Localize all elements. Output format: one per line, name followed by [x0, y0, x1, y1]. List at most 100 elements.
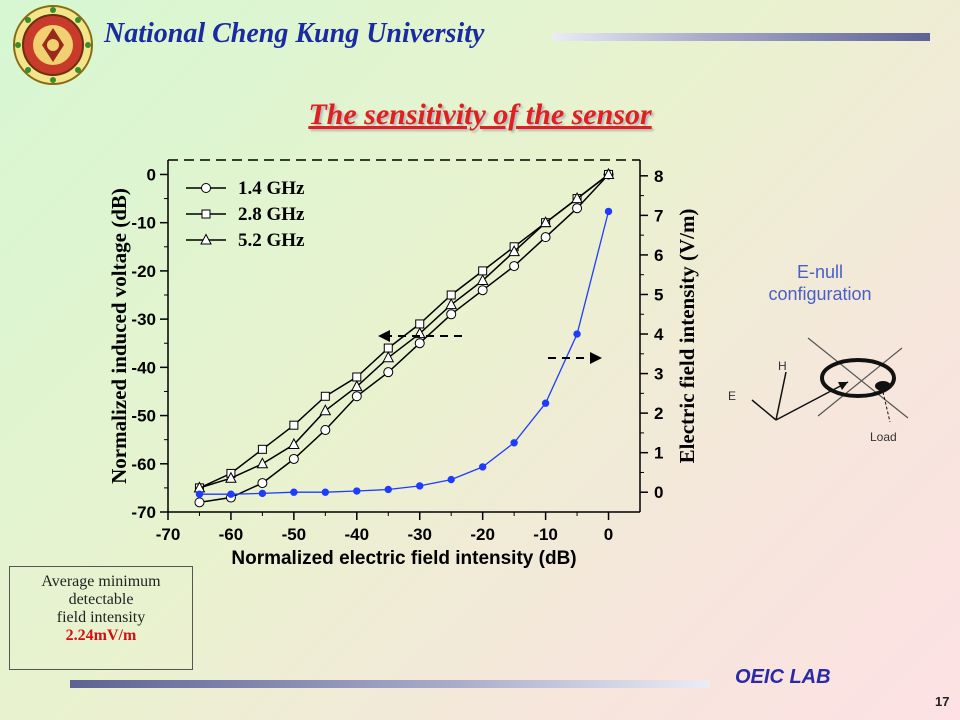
data-point-circle: [194, 497, 205, 508]
data-point-filled: [384, 485, 392, 494]
loop-antenna: [820, 358, 896, 398]
data-point-filled: [510, 439, 518, 447]
x-axis-title: Normalized electric field intensity (dB): [231, 548, 576, 569]
legend-label: 1.4 GHz: [238, 178, 305, 199]
info-line-3: field intensity: [56, 609, 146, 626]
series-line: [199, 173, 610, 504]
y-right-tick-label: 5: [654, 285, 663, 304]
data-point-filled: [416, 482, 424, 490]
data-point-square: [446, 290, 456, 300]
y-left-tick-label: -60: [131, 455, 156, 474]
data-point-circle: [477, 285, 488, 296]
data-point-square: [289, 420, 299, 430]
legend-label: 5.2 GHz: [238, 230, 305, 251]
data-point-filled: [290, 488, 298, 496]
data-point-circle: [414, 338, 425, 349]
data-point-triangle: [256, 457, 269, 469]
data-point-filled: [321, 488, 330, 496]
data-point-circle: [509, 261, 520, 272]
data-point-circle: [320, 425, 331, 436]
e-field-label: E: [728, 389, 736, 403]
y-right-tick-label: 1: [654, 444, 663, 463]
data-point-square: [201, 209, 211, 219]
diagram-caption: E-null configuration: [768, 262, 872, 304]
data-point-triangle: [476, 273, 489, 286]
y-right-tick-label: 3: [654, 365, 663, 384]
sensitivity-chart: -70 -60 -50 -40 -30 -20 -10 0 0 -10 -20 -30 -40 -50 -6…: [107, 159, 699, 569]
y-left-tick-label: 0: [147, 165, 156, 184]
data-point-circle: [383, 367, 394, 378]
x-tick-label: -70: [156, 525, 181, 544]
x-tick-label: -10: [533, 525, 558, 544]
page-number: 17: [935, 694, 950, 709]
university-name: National Cheng Kung University: [104, 18, 485, 49]
series-line: [199, 211, 610, 495]
h-field-label: H: [778, 359, 787, 373]
data-point-triangle: [319, 404, 332, 416]
y-left-tick-label: -40: [131, 358, 156, 377]
left-axis-arrowhead: [378, 330, 390, 342]
header-decor-bar: [552, 33, 930, 41]
data-point-square: [415, 319, 425, 329]
slide-title: The sensitivity of the sensor: [308, 98, 652, 131]
x-tick-label: -40: [345, 525, 370, 544]
data-point-square: [383, 343, 393, 353]
data-point-triangle: [288, 437, 300, 449]
series-line: [199, 173, 609, 489]
right-axis-arrowhead: [590, 352, 602, 364]
data-point-filled: [227, 490, 235, 498]
y-right-tick-label: 7: [654, 206, 663, 225]
university-seal-logo: [13, 5, 93, 85]
y-left-tick-label: -50: [131, 407, 156, 426]
data-point-square: [320, 391, 330, 401]
data-point-triangle: [508, 245, 520, 257]
load-label: Load: [870, 430, 897, 444]
data-point-circle: [257, 478, 268, 489]
y-right-tick-label: 6: [654, 246, 663, 265]
data-point-filled: [541, 399, 550, 407]
y-right-tick-label: 2: [654, 404, 663, 423]
data-point-filled: [195, 490, 204, 498]
data-point-circle: [572, 203, 583, 214]
data-point-circle: [540, 232, 551, 243]
data-point-triangle: [200, 233, 212, 245]
data-point-triangle: [445, 298, 458, 310]
sensitivity-value: 2.24mV/m: [65, 627, 137, 644]
y-left-tick-label: -20: [131, 262, 156, 281]
data-point-triangle: [382, 351, 395, 363]
sensitivity-info-box: Average minimum detectable field intensi…: [9, 566, 193, 670]
data-point-circle: [446, 309, 457, 320]
x-tick-label: -30: [407, 525, 432, 544]
data-point-triangle: [539, 216, 552, 228]
data-point-filled: [353, 487, 361, 495]
e-null-configuration-diagram: H E Load: [728, 337, 909, 444]
data-point-filled: [573, 330, 581, 338]
y-left-tick-label: -30: [131, 310, 156, 329]
data-point-triangle: [350, 380, 363, 392]
data-point-square: [478, 266, 488, 276]
x-tick-label: 0: [604, 525, 613, 544]
data-point-square: [352, 372, 362, 382]
data-point-triangle: [225, 471, 237, 483]
data-point-triangle: [571, 192, 583, 204]
y-left-tick-label: -70: [131, 503, 156, 522]
data-point-triangle: [602, 167, 615, 179]
y-left-tick-label: -10: [131, 214, 156, 233]
data-point-filled: [604, 207, 613, 216]
data-point-circle: [351, 391, 362, 402]
data-point-filled: [478, 463, 487, 471]
x-tick-label: -50: [282, 525, 307, 544]
y-right-axis-title: Electric field intensity (V/m): [675, 209, 699, 464]
y-right-tick-label: 8: [654, 167, 663, 186]
data-point-filled: [258, 489, 267, 498]
data-point-circle: [288, 453, 299, 464]
footer-decor-bar: [70, 680, 710, 688]
info-line-2: detectable: [68, 591, 134, 608]
info-line-1: Average minimum: [41, 573, 161, 590]
y-right-tick-label: 0: [654, 483, 663, 502]
x-tick-label: -20: [470, 525, 495, 544]
data-point-filled: [447, 475, 455, 484]
legend-label: 2.8 GHz: [238, 204, 305, 225]
lab-name: OEIC LAB: [735, 666, 831, 688]
data-point-square: [257, 444, 267, 454]
